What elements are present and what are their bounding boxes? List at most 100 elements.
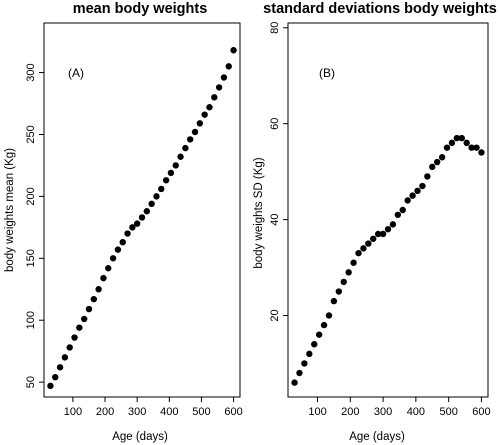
panel-a-data-point [80,315,88,323]
panel-a-data-point [61,354,69,361]
panel-b-data-point [453,134,461,142]
panel-b-data-point [296,369,303,377]
panel-a-data-point [230,47,237,54]
panel-b-standard-deviations-body-weights: standard deviations body weights (B) Age… [253,1,497,443]
panel-a-data-point [196,120,204,127]
panel-a-data-point [95,286,102,293]
panel-a-data-point [148,200,155,208]
panel-a-data-point [182,144,189,152]
panel-b-data-point [458,134,465,142]
panel-b-x-tick-label: 300 [374,406,392,418]
panel-b-data-point [448,139,456,147]
panel-a-data-point [143,208,151,215]
panel-a-plot-frame [43,22,241,398]
panel-a-y-tick-label: 150 [25,249,37,267]
panel-a-data-point [90,295,98,303]
panel-a-data-point [177,153,184,160]
panel-a-data-point [100,274,107,282]
panel-a-x-tick-label: 400 [160,406,178,418]
panel-b-data-point [306,350,313,358]
panel-a-y-tick-label: 100 [25,311,37,329]
panel-b-data-point [473,144,480,151]
panel-b-data-point [330,297,338,305]
panel-a-x-axis-label: Age (days) [112,431,168,443]
panel-a-label: (A) [68,66,84,80]
panel-b-data-point [433,158,441,166]
panel-b-data-point [389,221,397,228]
panel-b-data-point [424,173,431,180]
panel-b-data-point [360,245,367,252]
panel-a-data-point [66,344,73,351]
panel-a-y-axis-label: body weights mean (Kg) [4,148,16,272]
panel-b-data-point [438,154,446,161]
panel-b-y-tick-label: 40 [269,213,281,225]
panel-a-data-point [172,162,179,169]
panel-b-data-point [340,278,347,286]
panel-a-y-tick-label: 250 [25,125,37,143]
panel-a-data-point [124,230,131,237]
panel-a-data-point [167,169,175,177]
panel-a-data-point [85,305,93,313]
panel-b-data-point [478,149,485,156]
panel-a-data-point [114,246,122,253]
panel-b-data-point [374,230,382,238]
panel-a-y-tick-label: 200 [25,187,37,205]
panel-b-data-point [345,269,352,276]
panel-b-title: standard deviations body weights [263,1,497,17]
panel-b-data-point [468,144,475,151]
panel-b-data-point [419,182,426,190]
panel-b-data-point [355,249,362,257]
panel-a-data-point [153,193,160,200]
panel-b-data-point [399,206,406,214]
panel-b-data-point [370,235,377,242]
panel-a-y-tick-label: 300 [25,63,37,81]
panel-a-y-tick-label: 50 [25,376,37,388]
panel-a-x-tick-label: 200 [96,406,114,418]
panel-a-data-point [186,136,194,143]
panel-a-x-tick-label: 500 [192,406,210,418]
panel-a-data-point [71,334,78,341]
panel-a-data-point [109,255,117,262]
panel-b-data-point [365,240,372,247]
panel-b-data-point [404,197,411,204]
panel-a-data-point [215,84,223,91]
panel-a-data-point [56,364,64,371]
panel-b-data-point [443,144,451,151]
panel-b-y-tick-label: 80 [269,22,281,34]
panel-b-x-tick-label: 200 [341,406,359,418]
panel-b-x-tick-label: 500 [439,406,457,418]
panel-b-data-point [429,163,436,171]
panel-b-data-point [384,225,392,233]
panel-b-data-point [409,192,416,199]
panel-b-data-point [291,379,298,386]
panel-b-data-point [320,321,328,329]
panel-b-data-point [394,211,402,218]
panel-b-x-tick-label: 600 [472,406,490,418]
panel-a-data-point [201,111,208,118]
panel-b-x-axis-label: Age (days) [349,431,405,443]
panel-b-y-tick-label: 20 [269,309,281,321]
panel-a-data-point [52,373,59,381]
panel-a-data-point [129,224,136,231]
panel-a-data-point [225,63,232,70]
panel-b-x-tick-label: 400 [407,406,425,418]
panel-b-x-tick-label: 100 [308,406,326,418]
panel-a-data-point [220,74,228,81]
panel-a-title: mean body weights [73,1,208,17]
panel-a-mean-body-weights: mean body weights (A) Age (days) body we… [4,1,243,443]
panel-b-data-point [463,139,470,147]
panel-a-data-point [206,104,213,111]
panel-b-data-point [350,259,357,266]
panel-a-x-tick-label: 100 [64,406,82,418]
panel-a-x-tick-label: 300 [128,406,146,418]
panel-a-data-point [158,185,165,193]
panel-b-data-point [315,331,323,338]
panel-a-data-point [47,382,54,390]
panel-b-data-point [335,288,343,295]
panel-b-y-tick-label: 60 [269,118,281,130]
panel-b-y-axis-label: body weights SD (Kg) [253,157,265,268]
panel-a-data-point [191,128,199,136]
panel-b-data-point [379,230,387,238]
panel-a-data-point [138,214,146,221]
